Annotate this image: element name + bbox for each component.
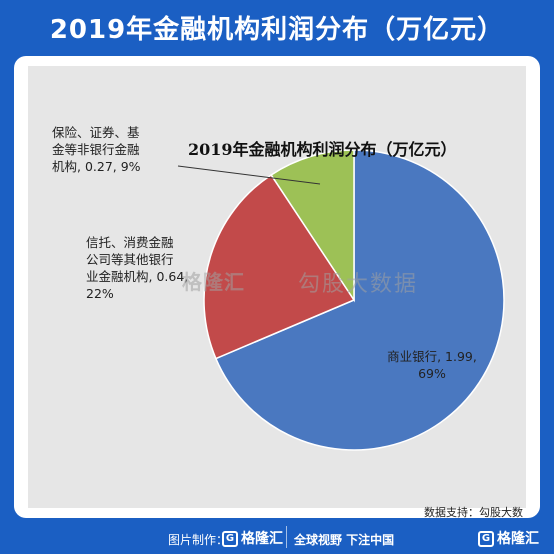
footer-logo-right-text: 格隆汇	[497, 531, 539, 547]
footer-logo-text: 格隆汇	[241, 531, 283, 547]
slice-label-line: 商业银行, 1.99,	[387, 349, 477, 364]
slice-label-line: 业金融机构, 0.64,	[86, 269, 189, 284]
slice-label-line: 机构, 0.27, 9%	[52, 159, 141, 174]
pie-slice-nonbank	[270, 149, 355, 303]
slice-label-bank: 商业银行, 1.99, 69%	[372, 348, 492, 382]
slice-label-line: 金等非银行金融	[52, 142, 140, 157]
slice-label-line: 公司等其他银行	[86, 252, 174, 267]
footer: 图片制作： G 格隆汇 全球视野 下注中国 G 格隆汇	[0, 522, 554, 554]
slice-label-nonbank: 保险、证券、基 金等非银行金融 机构, 0.27, 9%	[52, 124, 182, 175]
footer-logo: G 格隆汇	[222, 528, 283, 548]
chart-title: 2019年金融机构利润分布（万亿元）	[188, 140, 457, 159]
page-title: 2019年金融机构利润分布（万亿元）	[49, 14, 505, 45]
footer-logo-right: G 格隆汇	[478, 528, 539, 548]
logo-g-icon: G	[478, 531, 494, 547]
chart-area: 2019年金融机构利润分布（万亿元） 保险、证券、基 金等非银行金融 机构, 0…	[28, 66, 526, 518]
logo-g-icon: G	[222, 531, 238, 547]
slice-label-line: 69%	[418, 366, 446, 381]
footer-divider	[286, 526, 287, 548]
watermark-brand: 格隆汇	[182, 270, 245, 294]
footer-made-by: 图片制作：	[168, 533, 229, 547]
watermark-sub: 勾股大数据	[298, 272, 419, 297]
pie-slice-bank	[214, 149, 505, 451]
pie-slice-trust	[203, 173, 356, 360]
pie-chart	[177, 149, 505, 451]
slice-label-line: 22%	[86, 286, 114, 301]
slice-label-trust: 信托、消费金融 公司等其他银行 业金融机构, 0.64, 22%	[86, 234, 216, 302]
chart-card: 2019年金融机构利润分布（万亿元） 保险、证券、基 金等非银行金融 机构, 0…	[14, 56, 540, 518]
data-source: 数据支持：勾股大数据	[424, 506, 523, 518]
slice-label-line: 保险、证券、基	[52, 125, 140, 140]
leader-line	[177, 165, 321, 185]
slice-label-line: 信托、消费金融	[86, 235, 174, 250]
footer-slogan: 全球视野 下注中国	[294, 533, 395, 547]
